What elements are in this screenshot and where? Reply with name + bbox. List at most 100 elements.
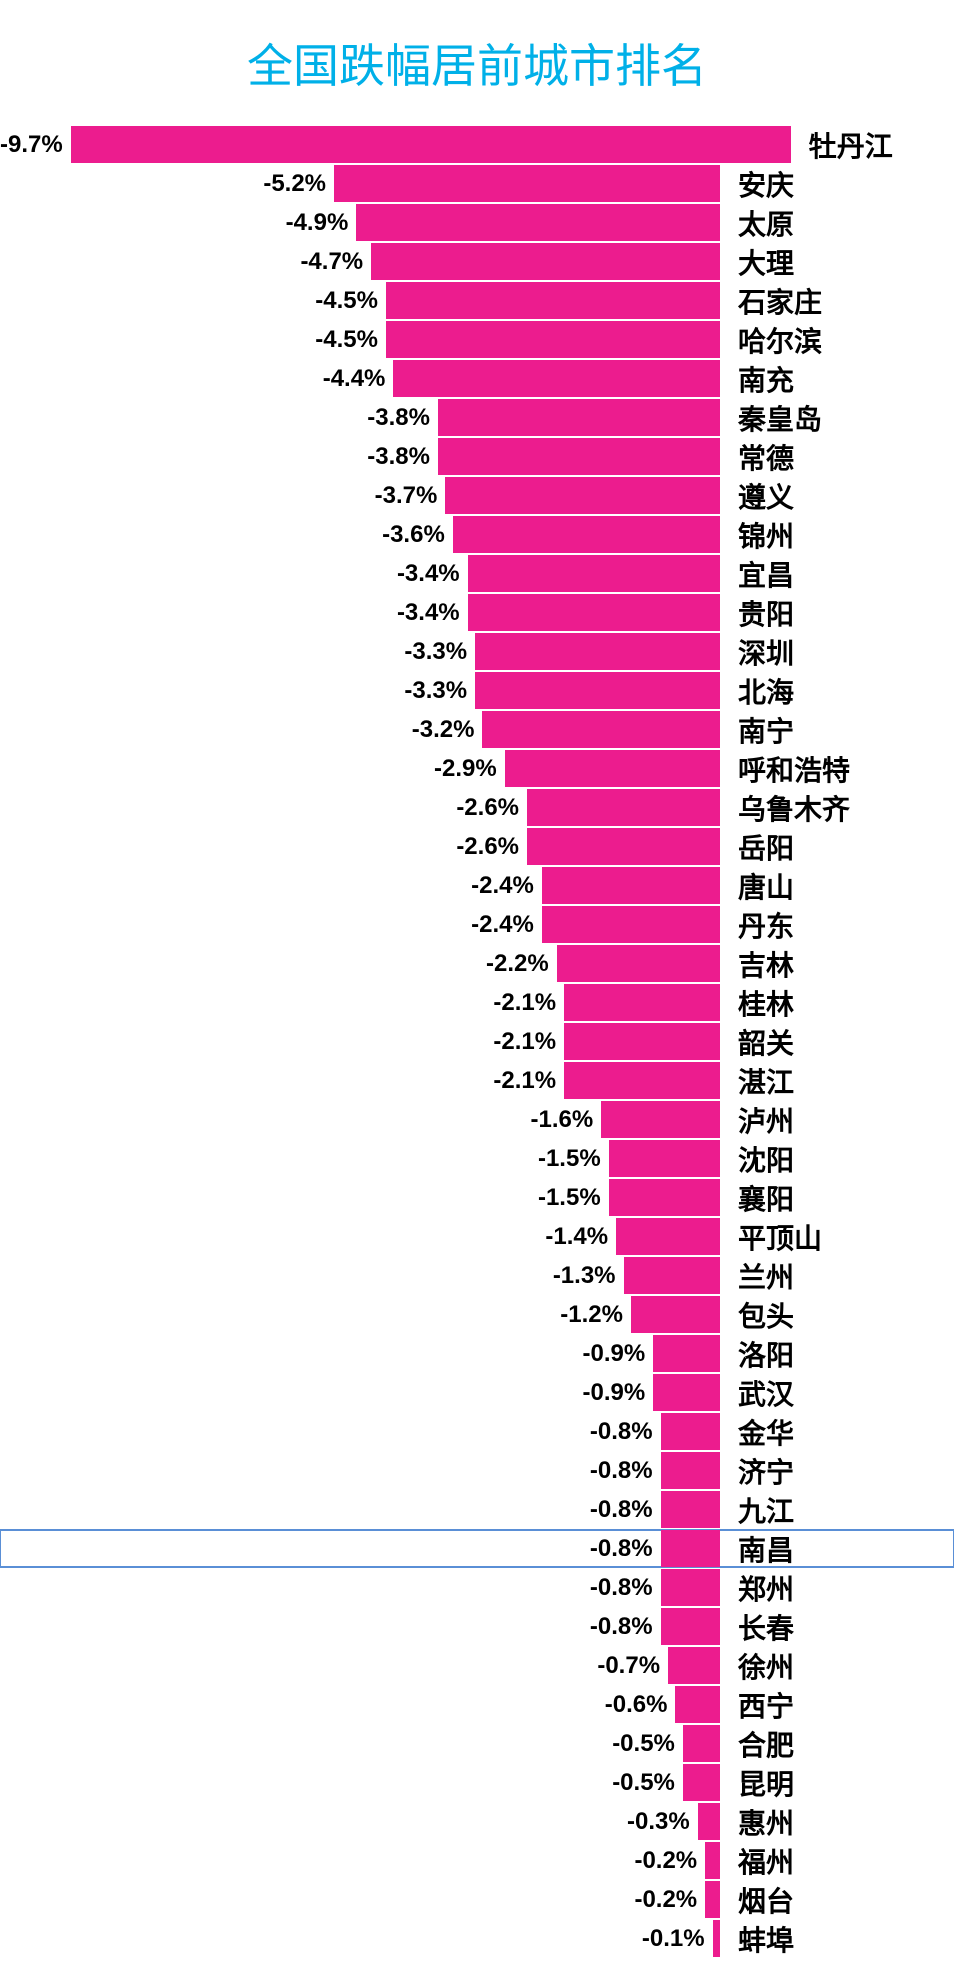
chart-row: -0.2%烟台 bbox=[0, 1881, 954, 1918]
bar-area: -0.8% bbox=[0, 1491, 720, 1528]
chart-title: 全国跌幅居前城市排名 bbox=[0, 30, 954, 96]
bar-area: -5.2% bbox=[0, 165, 720, 202]
bar bbox=[601, 1101, 720, 1138]
bar bbox=[334, 165, 720, 202]
value-label: -0.8% bbox=[590, 1613, 653, 1641]
bar bbox=[386, 321, 720, 358]
bar-area: -1.4% bbox=[0, 1218, 720, 1255]
value-label: -2.1% bbox=[493, 1028, 556, 1056]
city-label: 南宁 bbox=[720, 710, 930, 750]
bar-area: -0.2% bbox=[0, 1881, 720, 1918]
city-label: 丹东 bbox=[720, 905, 930, 945]
value-label: -3.4% bbox=[397, 599, 460, 627]
chart-row: -3.3%北海 bbox=[0, 672, 954, 709]
value-label: -3.4% bbox=[397, 560, 460, 588]
bar bbox=[542, 867, 720, 904]
value-label: -0.5% bbox=[612, 1769, 675, 1797]
bar-area: -0.7% bbox=[0, 1647, 720, 1684]
city-label: 泸州 bbox=[720, 1100, 930, 1140]
city-label: 郑州 bbox=[720, 1568, 930, 1608]
value-label: -2.6% bbox=[456, 794, 519, 822]
value-label: -2.6% bbox=[456, 833, 519, 861]
value-label: -1.5% bbox=[538, 1145, 601, 1173]
bar-area: -9.7% bbox=[0, 126, 791, 163]
value-label: -0.8% bbox=[590, 1418, 653, 1446]
bar bbox=[557, 945, 720, 982]
value-label: -1.2% bbox=[560, 1301, 623, 1329]
bar-area: -2.4% bbox=[0, 906, 720, 943]
city-label: 石家庄 bbox=[720, 281, 930, 321]
city-label: 福州 bbox=[720, 1841, 930, 1881]
city-label: 湛江 bbox=[720, 1061, 930, 1101]
bar bbox=[624, 1257, 720, 1294]
bar-area: -3.8% bbox=[0, 399, 720, 436]
chart-row: -0.6%西宁 bbox=[0, 1686, 954, 1723]
chart-row: -3.7%遵义 bbox=[0, 477, 954, 514]
bar bbox=[668, 1647, 720, 1684]
bar-area: -4.5% bbox=[0, 321, 720, 358]
bar bbox=[482, 711, 720, 748]
bar-area: -0.8% bbox=[0, 1530, 720, 1567]
bar bbox=[705, 1881, 720, 1918]
chart-row: -2.4% 唐山 bbox=[0, 867, 954, 904]
bar-area: -1.5% bbox=[0, 1140, 720, 1177]
bar bbox=[713, 1920, 720, 1957]
city-label: 济宁 bbox=[720, 1451, 930, 1491]
bar-area: -0.8% bbox=[0, 1608, 720, 1645]
value-label: -1.6% bbox=[531, 1106, 594, 1134]
city-label: 九江 bbox=[720, 1490, 930, 1530]
city-label: 合肥 bbox=[720, 1724, 930, 1764]
value-label: -0.3% bbox=[627, 1808, 690, 1836]
value-label: -0.6% bbox=[605, 1691, 668, 1719]
city-label: 牡丹江 bbox=[791, 125, 954, 165]
value-label: -3.3% bbox=[404, 638, 467, 666]
chart-row: -2.2%吉林 bbox=[0, 945, 954, 982]
city-label: 呼和浩特 bbox=[720, 749, 930, 789]
chart-row: -0.7%徐州 bbox=[0, 1647, 954, 1684]
value-label: -4.5% bbox=[315, 326, 378, 354]
chart-row: -3.2% 南宁 bbox=[0, 711, 954, 748]
chart-row: -0.8%九江 bbox=[0, 1491, 954, 1528]
bar-area: -0.6% bbox=[0, 1686, 720, 1723]
chart-row: -0.3%惠州 bbox=[0, 1803, 954, 1840]
city-label: 吉林 bbox=[720, 944, 930, 984]
bar bbox=[468, 555, 720, 592]
chart-row: -9.7%牡丹江 bbox=[0, 126, 954, 163]
bar bbox=[356, 204, 720, 241]
chart-row: -0.1%蚌埠 bbox=[0, 1920, 954, 1957]
chart-row: -1.4%平顶山 bbox=[0, 1218, 954, 1255]
bar bbox=[542, 906, 720, 943]
city-label: 武汉 bbox=[720, 1373, 930, 1413]
bar bbox=[71, 126, 791, 163]
bar bbox=[683, 1725, 720, 1762]
chart-row: -0.8%长春 bbox=[0, 1608, 954, 1645]
bar bbox=[371, 243, 720, 280]
value-label: -3.2% bbox=[412, 716, 475, 744]
city-label: 贵阳 bbox=[720, 593, 930, 633]
bar bbox=[609, 1140, 720, 1177]
city-label: 兰州 bbox=[720, 1256, 930, 1296]
chart-row: -3.8%秦皇岛 bbox=[0, 399, 954, 436]
bar-area: -3.4% bbox=[0, 594, 720, 631]
bar-area: -2.1% bbox=[0, 1062, 720, 1099]
chart-rows: -9.7%牡丹江-5.2%安庆-4.9%太原-4.7%大理-4.5%石家庄-4.… bbox=[0, 126, 954, 1957]
city-label: 唐山 bbox=[720, 866, 930, 906]
bar bbox=[609, 1179, 720, 1216]
value-label: -2.4% bbox=[471, 872, 534, 900]
bar bbox=[527, 828, 720, 865]
bar-area: -3.6% bbox=[0, 516, 720, 553]
bar bbox=[564, 1062, 720, 1099]
chart-row: -5.2%安庆 bbox=[0, 165, 954, 202]
chart-row: -4.9%太原 bbox=[0, 204, 954, 241]
bar-area: -3.4% bbox=[0, 555, 720, 592]
city-label: 哈尔滨 bbox=[720, 320, 930, 360]
city-label: 秦皇岛 bbox=[720, 398, 930, 438]
bar-area: -4.4% bbox=[0, 360, 720, 397]
bar-area: -4.5% bbox=[0, 282, 720, 319]
city-label: 蚌埠 bbox=[720, 1919, 930, 1959]
bar-area: -3.7% bbox=[0, 477, 720, 514]
city-label: 平顶山 bbox=[720, 1217, 930, 1257]
value-label: -2.1% bbox=[493, 989, 556, 1017]
chart-row: -2.1%韶关 bbox=[0, 1023, 954, 1060]
value-label: -0.8% bbox=[590, 1574, 653, 1602]
